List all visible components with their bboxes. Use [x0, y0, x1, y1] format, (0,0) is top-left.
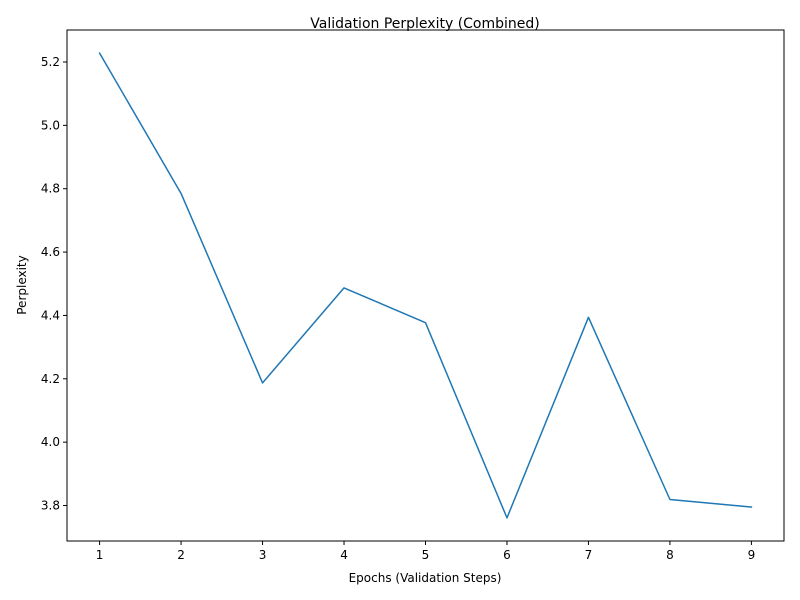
y-tick-label: 4.4 [41, 308, 60, 322]
y-tick-label: 4.8 [41, 182, 60, 196]
x-tick-label: 9 [748, 548, 756, 562]
plot-area: 1 2 3 4 5 6 7 8 9 3.8 4.0 4.2 4.4 4.6 4.8 5.0 5.2 [41, 52, 756, 562]
series-line [98, 52, 753, 519]
x-tick-label: 1 [96, 548, 104, 562]
y-tick-label: 5.2 [41, 55, 60, 69]
x-tick-label: 4 [340, 548, 348, 562]
x-tick-label: 7 [585, 548, 593, 562]
y-tick-label: 4.6 [41, 245, 60, 259]
x-tick-label: 3 [259, 548, 267, 562]
x-axis-label: Epochs (Validation Steps) [349, 571, 502, 585]
y-tick-label: 4.0 [41, 435, 60, 449]
plot-frame [66, 29, 785, 542]
x-tick-label: 2 [177, 548, 185, 562]
y-axis-label: Perplexity [15, 255, 29, 315]
x-tick-label: 6 [503, 548, 511, 562]
x-tick-label: 5 [422, 548, 430, 562]
x-tick-label: 8 [666, 548, 674, 562]
y-tick-label: 3.8 [41, 499, 60, 513]
y-tick-label: 5.0 [41, 118, 60, 132]
chart-title: Validation Perplexity (Combined) [310, 16, 540, 32]
y-tick-label: 4.2 [41, 372, 60, 386]
